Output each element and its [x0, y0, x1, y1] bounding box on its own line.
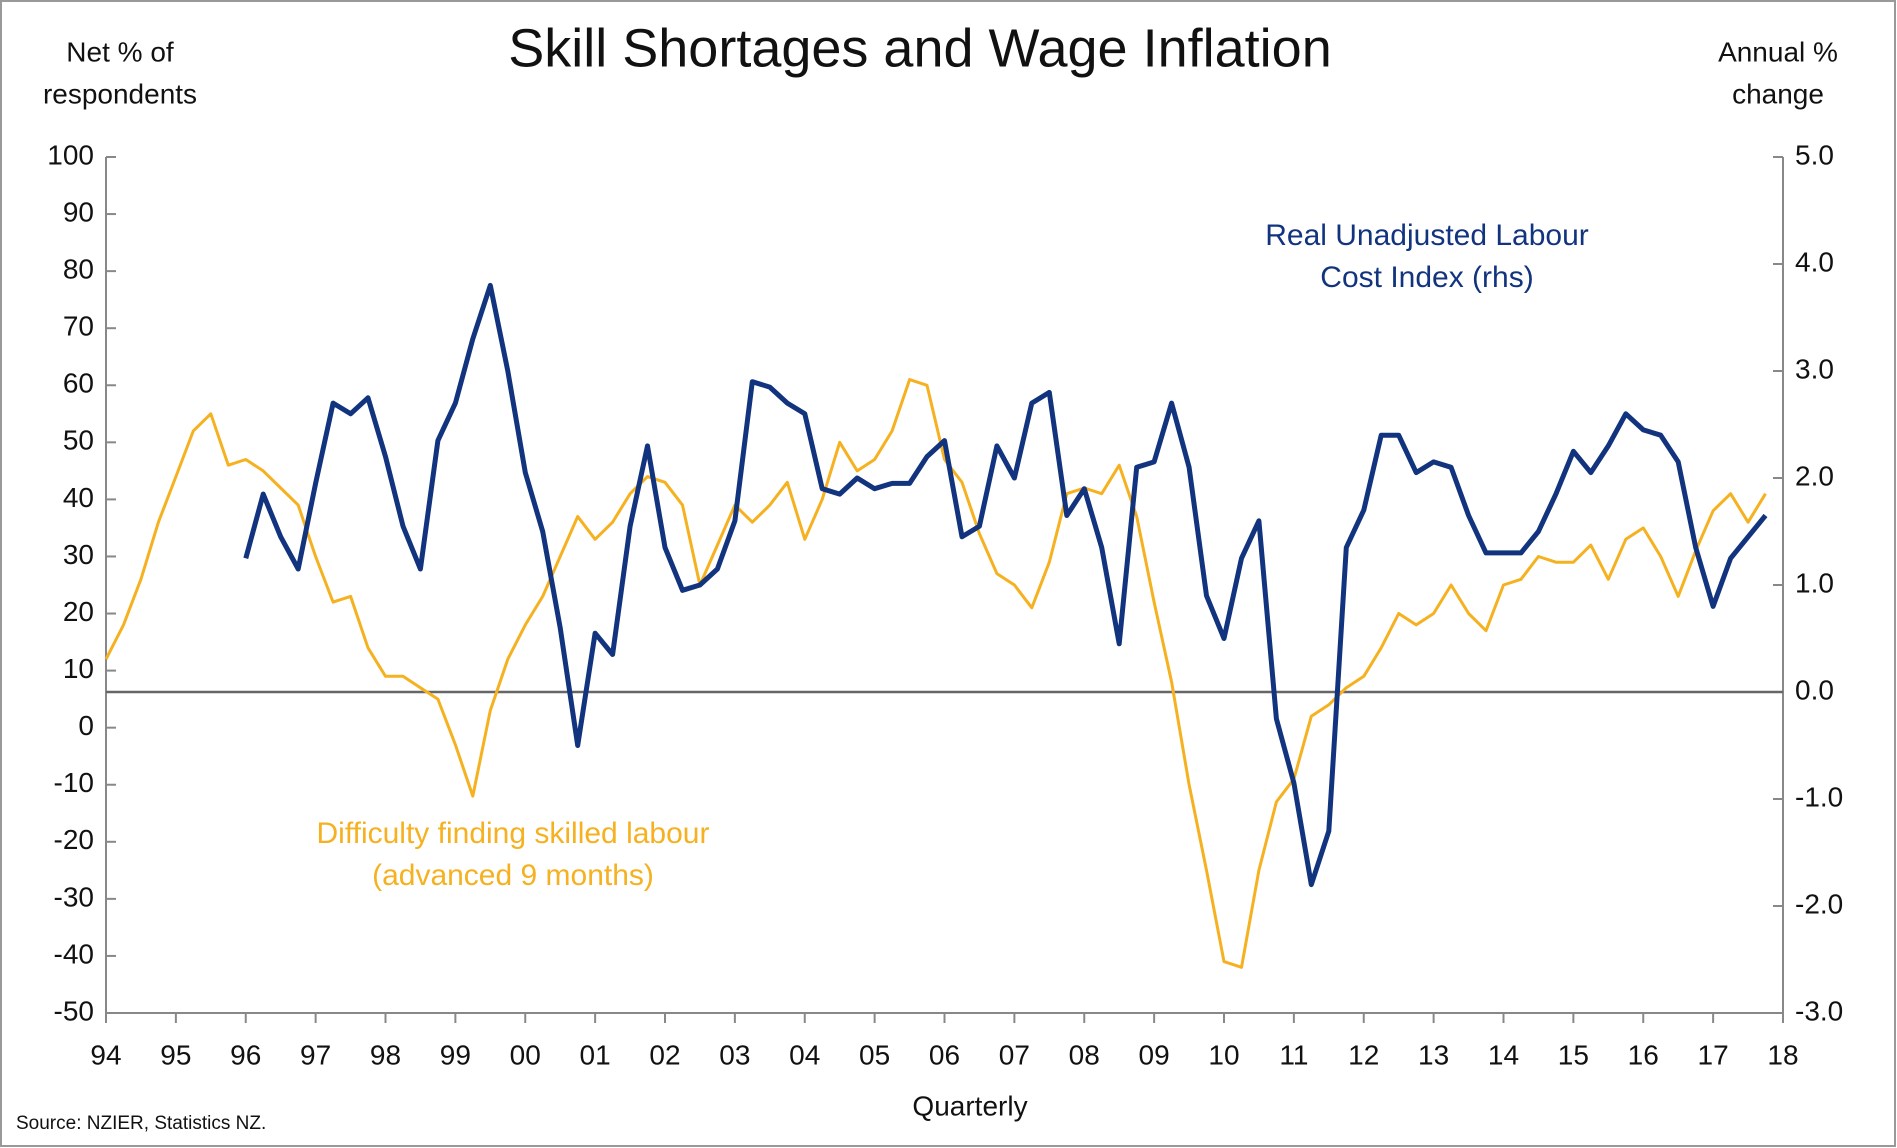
- y2-tick-label: 4.0: [1795, 246, 1834, 277]
- y2-tick-label: 3.0: [1795, 353, 1834, 384]
- x-tick-label: 08: [1069, 1039, 1100, 1070]
- x-tick-label: 09: [1139, 1039, 1170, 1070]
- source-note: Source: NZIER, Statistics NZ.: [16, 1113, 266, 1134]
- x-tick-label: 99: [440, 1039, 471, 1070]
- x-tick-label: 04: [789, 1039, 820, 1070]
- y-tick-label: 10: [63, 653, 94, 684]
- y-tick-label: -40: [54, 938, 94, 969]
- x-tick-label: 96: [230, 1039, 261, 1070]
- y-tick-label: 80: [63, 254, 94, 285]
- x-tick-label: 12: [1348, 1039, 1379, 1070]
- x-tick-label: 01: [580, 1039, 611, 1070]
- series-label: Real Unadjusted Labour: [1265, 219, 1589, 252]
- y-tick-label: 0: [78, 710, 94, 741]
- series-label: (advanced 9 months): [372, 859, 654, 892]
- series-line: [104, 378, 1767, 969]
- series-label: Cost Index (rhs): [1320, 261, 1533, 294]
- y-tick-label: 90: [63, 196, 94, 227]
- y2-tick-label: 0.0: [1795, 674, 1834, 705]
- y2-tick-label: 2.0: [1795, 460, 1834, 491]
- x-tick-label: 11: [1279, 1039, 1308, 1070]
- x-tick-label: 00: [510, 1039, 541, 1070]
- y2-tick-label: -1.0: [1795, 781, 1843, 812]
- y-tick-label: 30: [63, 539, 94, 570]
- y-tick-label: 40: [63, 482, 94, 513]
- y2-tick-label: 1.0: [1795, 567, 1834, 598]
- x-tick-label: 95: [160, 1039, 191, 1070]
- y2-axis-label: Annual %: [1718, 36, 1838, 67]
- y2-tick-label: -3.0: [1795, 995, 1843, 1026]
- x-tick-label: 17: [1698, 1039, 1729, 1070]
- y-tick-label: 50: [63, 425, 94, 456]
- y-tick-label: 70: [63, 311, 94, 342]
- y-tick-label: 20: [63, 596, 94, 627]
- y-axis-label: Net % of: [66, 36, 174, 67]
- y-tick-label: -30: [54, 881, 94, 912]
- x-tick-label: 98: [370, 1039, 401, 1070]
- y-tick-label: -50: [54, 995, 94, 1026]
- y-tick-label: -10: [54, 767, 94, 798]
- y-axis-label: respondents: [43, 78, 197, 109]
- x-tick-label: 06: [929, 1039, 960, 1070]
- series-line: [243, 282, 1768, 888]
- x-tick-label: 16: [1628, 1039, 1659, 1070]
- x-tick-label: 18: [1767, 1039, 1798, 1070]
- x-tick-label: 02: [649, 1039, 680, 1070]
- y2-tick-label: -2.0: [1795, 888, 1843, 919]
- x-tick-label: 05: [859, 1039, 890, 1070]
- y-tick-label: -20: [54, 824, 94, 855]
- x-axis-label: Quarterly: [912, 1090, 1027, 1121]
- series-label: Difficulty finding skilled labour: [317, 817, 710, 850]
- y-tick-label: 60: [63, 368, 94, 399]
- y2-tick-label: 5.0: [1795, 139, 1834, 170]
- x-tick-label: 94: [90, 1039, 121, 1070]
- x-tick-label: 13: [1418, 1039, 1449, 1070]
- y-tick-label: 100: [47, 139, 94, 170]
- x-tick-label: 97: [300, 1039, 331, 1070]
- x-tick-label: 07: [999, 1039, 1030, 1070]
- x-tick-label: 03: [719, 1039, 750, 1070]
- x-tick-label: 14: [1488, 1039, 1519, 1070]
- x-tick-label: 10: [1208, 1039, 1239, 1070]
- chart-title: Skill Shortages and Wage Inflation: [508, 18, 1331, 78]
- x-tick-label: 15: [1558, 1039, 1589, 1070]
- y2-axis-label: change: [1732, 78, 1824, 109]
